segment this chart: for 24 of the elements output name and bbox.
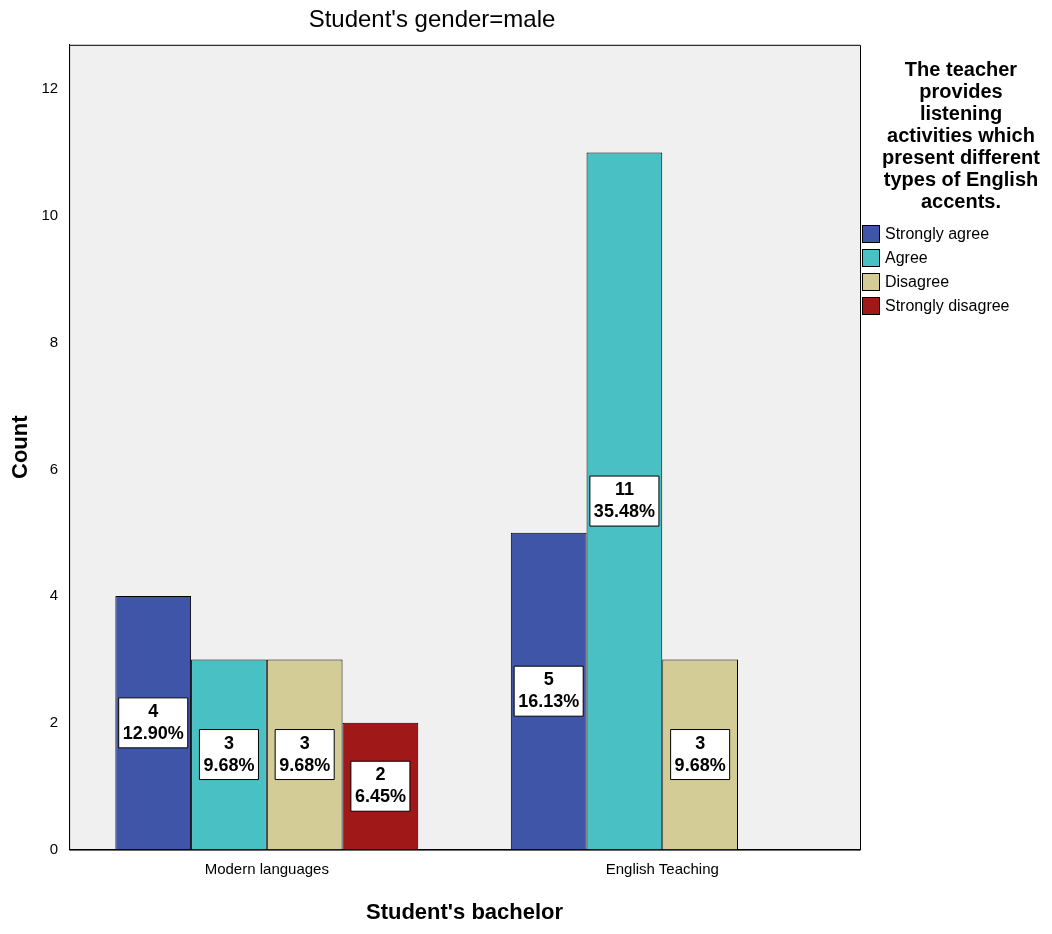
y-axis-title: Count (7, 414, 33, 479)
data-label: 3 9.68% (203, 732, 255, 775)
legend-label: Strongly agree (885, 225, 990, 243)
x-axis-title: Student's bachelor (365, 898, 564, 924)
y-tick-label: 6 (49, 459, 59, 477)
data-label: 5 16.13% (518, 669, 580, 712)
data-label: 4 12.90% (122, 700, 184, 743)
y-tick-label: 8 (49, 332, 59, 350)
y-tick-label: 0 (49, 839, 59, 857)
data-label: 11 35.48% (593, 479, 655, 522)
legend-label: Disagree (885, 273, 950, 291)
x-tick-label: English Teaching (605, 859, 719, 877)
legend-label: Strongly disagree (885, 297, 1010, 315)
legend-title: The teacher provides listening activities which present different types of English accents. (881, 58, 1041, 212)
legend-label: Agree (885, 249, 928, 267)
x-tick-label: Modern languages (204, 859, 329, 877)
data-label: 3 9.68% (674, 732, 726, 775)
y-tick-label: 12 (41, 79, 59, 97)
data-label: 2 6.45% (354, 764, 406, 807)
y-tick-label: 4 (49, 586, 59, 604)
y-tick-label: 10 (41, 206, 59, 224)
data-label: 3 9.68% (279, 732, 331, 775)
chart-title: Student's gender=male (308, 5, 556, 33)
y-tick-label: 2 (49, 713, 59, 730)
